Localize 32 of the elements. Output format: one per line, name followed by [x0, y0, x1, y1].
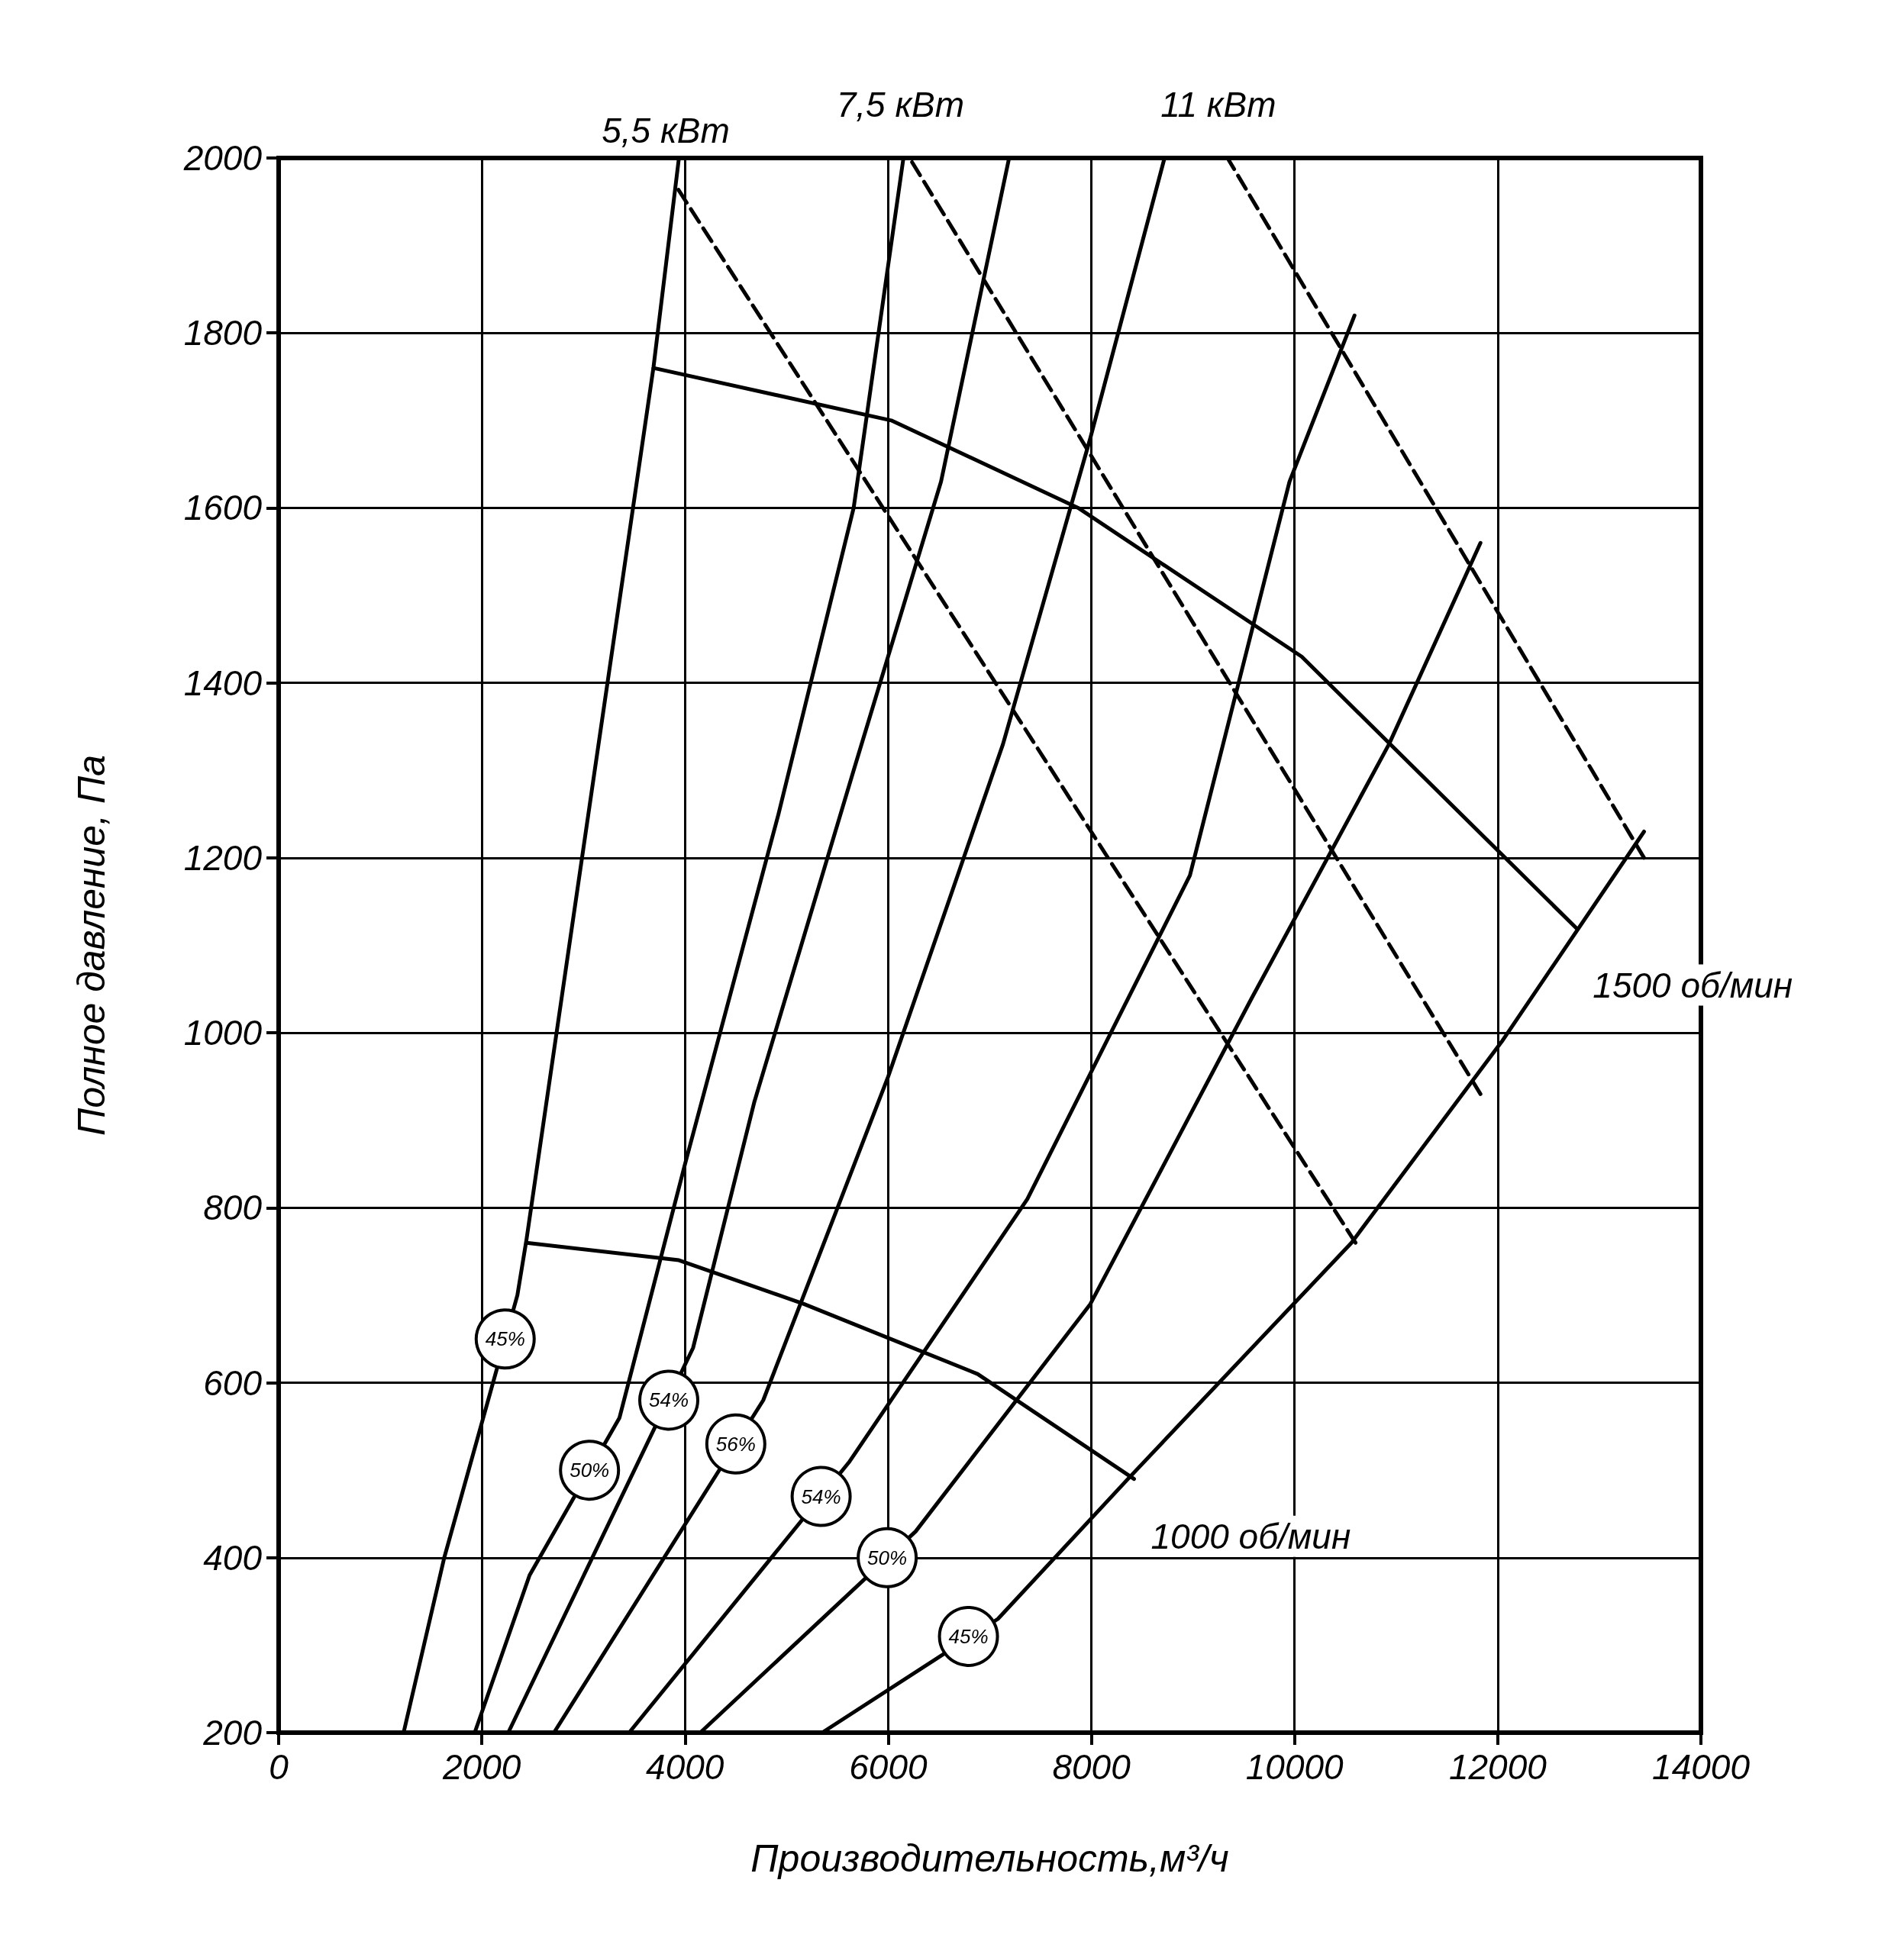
- annotation: 45%: [948, 1624, 989, 1648]
- y-tick-label: 1600: [183, 488, 263, 528]
- x-tick-label: 4000: [646, 1747, 724, 1787]
- annotation: 50%: [867, 1546, 908, 1569]
- y-tick-label: 2000: [182, 138, 263, 178]
- annotation: 45%: [485, 1327, 525, 1351]
- series-label: 1000 об/мин: [1150, 1516, 1351, 1556]
- y-tick-label: 600: [203, 1362, 263, 1403]
- y-tick-label: 1400: [183, 663, 263, 703]
- x-tick-label: 2000: [441, 1747, 521, 1787]
- y-tick-label: 400: [203, 1537, 263, 1578]
- annotation: 54%: [801, 1485, 841, 1508]
- series-label: 5,5 кВт: [602, 111, 730, 151]
- x-tick-label: 0: [269, 1747, 289, 1787]
- y-tick-label: 800: [203, 1188, 263, 1228]
- x-tick-label: 14000: [1652, 1747, 1751, 1787]
- annotation: 50%: [570, 1459, 610, 1482]
- series-label: 11 кВт: [1160, 85, 1276, 124]
- series-label: 1500 об/мин: [1593, 965, 1793, 1005]
- x-axis-title: Производительность,м³/ч: [750, 1837, 1229, 1880]
- x-tick-label: 8000: [1052, 1747, 1131, 1787]
- annotation: 56%: [715, 1432, 756, 1456]
- y-tick-label: 1800: [183, 313, 263, 353]
- annotation: 54%: [648, 1388, 689, 1412]
- x-tick-label: 12000: [1448, 1747, 1547, 1787]
- series-label: 7,5 кВт: [836, 85, 965, 124]
- y-tick-label: 200: [202, 1713, 263, 1752]
- y-axis-title: Полное давление, Па: [70, 755, 113, 1136]
- x-tick-label: 6000: [849, 1747, 928, 1787]
- y-tick-label: 1000: [183, 1013, 263, 1053]
- x-tick-label: 10000: [1245, 1747, 1344, 1787]
- y-tick-label: 1200: [183, 837, 263, 878]
